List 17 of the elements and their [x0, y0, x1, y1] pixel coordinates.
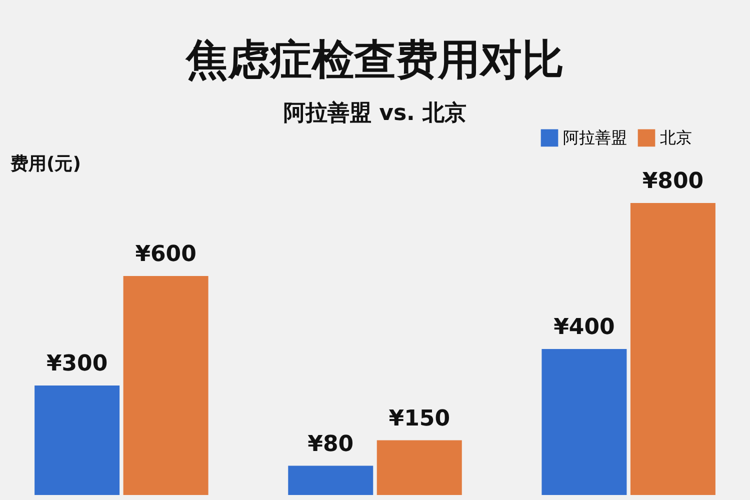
bar: [376, 440, 462, 495]
chart-subtitle: 阿拉善盟 vs. 北京: [283, 100, 467, 126]
y-axis-title: 费用(元): [10, 154, 81, 174]
bar: [542, 349, 627, 495]
data-label: ¥150: [388, 406, 450, 432]
data-label: ¥80: [308, 432, 354, 457]
legend-label: 阿拉善盟: [563, 128, 627, 147]
data-label: ¥600: [135, 242, 196, 267]
bar: [288, 466, 374, 495]
chart-title: 焦虑症检查费用对比: [185, 35, 564, 84]
data-label: ¥400: [554, 315, 615, 340]
legend-label: 北京: [660, 128, 692, 147]
data-label: ¥800: [642, 169, 704, 194]
bar: [123, 276, 208, 495]
bar: [630, 203, 716, 495]
bar: [34, 386, 120, 495]
data-label: ¥300: [46, 352, 108, 376]
